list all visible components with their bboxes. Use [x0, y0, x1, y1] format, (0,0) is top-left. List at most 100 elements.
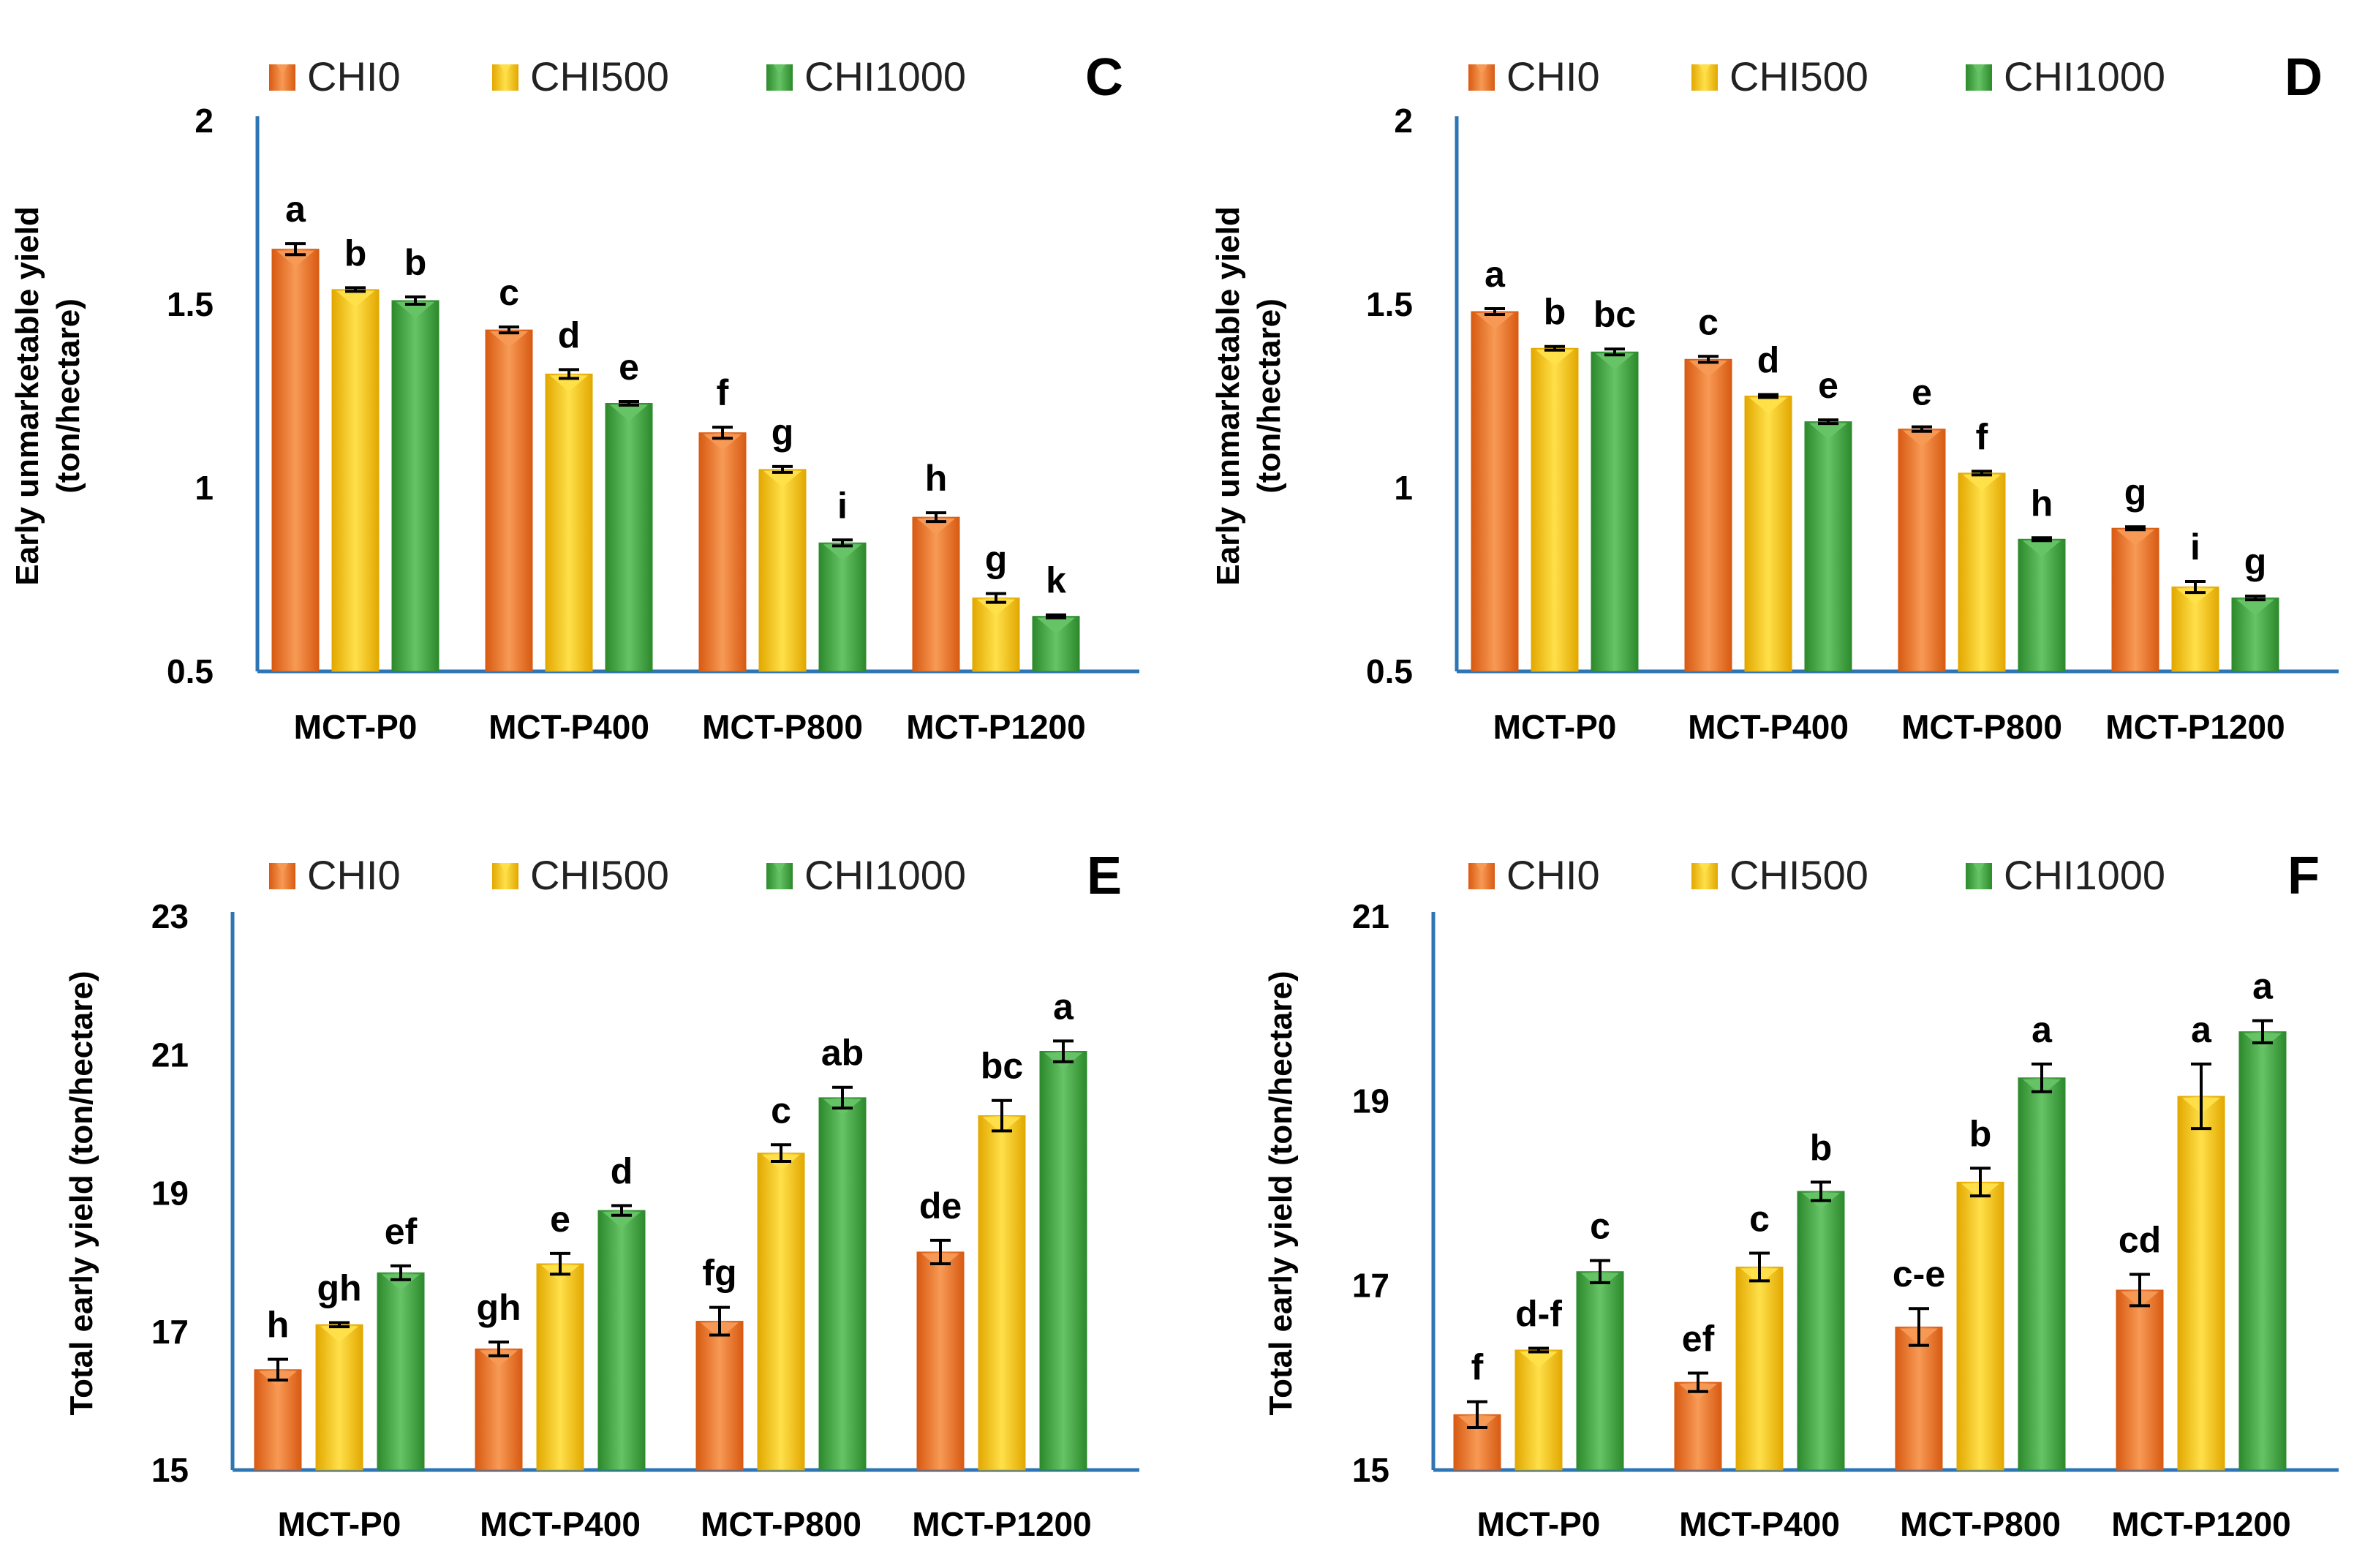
panel-f-letter: F: [2287, 847, 2320, 905]
panel-f-y-tick-label: 19: [1352, 1082, 1389, 1120]
panel-f-bar-chi500: [2177, 1096, 2225, 1471]
panel-c-bar-bevel: [610, 404, 648, 421]
panel-d-category-label: MCT-P800: [1901, 708, 2062, 746]
panel-d-significance-letter: e: [1912, 372, 1932, 413]
panel-d-y-tick-label: 2: [1394, 102, 1413, 140]
panel-e-category-label: MCT-P400: [480, 1505, 641, 1543]
panel-e-legend-swatch-bevel: [276, 863, 288, 873]
panel-d-bar-bevel: [1536, 350, 1574, 366]
panel-f-significance-letter: c: [1749, 1199, 1770, 1240]
panel-f-significance-letter: b: [1969, 1113, 1992, 1154]
panel-d-error-bar: [2125, 525, 2146, 532]
panel-c-significance-letter: e: [619, 347, 639, 388]
panel-d-bar-chi500: [1744, 396, 1792, 672]
panel-f-error-bar: [1970, 1166, 1991, 1198]
panel-e-legend-label: CHI1000: [804, 852, 966, 898]
panel-e-bar-chi1000: [1039, 1051, 1087, 1471]
panel-c-error-bar: [559, 368, 579, 380]
panel-d-bar-bevel: [2023, 540, 2061, 557]
panel-f-y-tick-label: 17: [1352, 1267, 1389, 1305]
panel-e-significance-letter: h: [267, 1305, 290, 1346]
panel-e-category-label: MCT-P800: [701, 1505, 861, 1543]
panel-e-category-label: MCT-P0: [278, 1505, 401, 1543]
panel-c: C CHI0 CHI500 CHI1000 Early unmarketable yie…: [10, 48, 1139, 746]
panel-d-bar-chi1000: [2018, 538, 2066, 672]
panel-c-bar-chi500: [331, 289, 380, 672]
panel-d-significance-letter: i: [2190, 527, 2200, 568]
panel-d-legend-swatch-bevel: [1699, 64, 1710, 75]
panel-d-bar-bevel: [2236, 599, 2274, 616]
panel-f-bar-bevel: [1520, 1351, 1558, 1368]
panel-c-y-axis-title: (ton/hectare): [50, 298, 86, 493]
panel-e-error-bar: [771, 1143, 791, 1163]
panel-e-bar-chi500: [978, 1115, 1026, 1471]
panel-e-significance-letter: ef: [385, 1211, 418, 1252]
panel-c-significance-letter: h: [925, 458, 948, 499]
panel-c-bar-chi0: [912, 516, 960, 672]
panel-d-bar-chi1000: [1804, 421, 1852, 672]
panel-d-y-tick-label: 0.5: [1366, 652, 1413, 690]
panel-f-bar-chi0: [2116, 1289, 2164, 1471]
panel-d-bar-bevel: [1596, 353, 1634, 370]
panel-f: F CHI0 CHI500 CHI1000 Total early yield (ton…: [1263, 847, 2339, 1543]
panel-e-error-bar: [709, 1305, 730, 1337]
panel-c-bar-bevel: [763, 470, 801, 487]
panel-d-error-bar: [1972, 470, 1992, 477]
panel-e-bar-chi500: [315, 1324, 363, 1471]
panel-c-bar-chi0: [485, 329, 533, 672]
panel-d-bar-chi0: [1684, 358, 1732, 672]
panel-e-significance-letter: d: [611, 1151, 633, 1192]
panel-d-bar-chi0: [1471, 311, 1519, 672]
panel-e-bar-chi0: [916, 1251, 965, 1471]
panel-d-error-bar: [1485, 307, 1505, 317]
panel-f-bar-chi1000: [2018, 1077, 2066, 1471]
panel-e: E CHI0 CHI500 CHI1000 Total early yield (ton…: [64, 847, 1139, 1543]
panel-e-bar-chi500: [536, 1263, 584, 1471]
panel-e-error-bar: [832, 1085, 853, 1110]
panel-c-significance-letter: a: [285, 189, 306, 230]
panel-d-significance-letter: g: [2124, 472, 2147, 513]
panel-c-y-tick-label: 1.5: [167, 285, 214, 323]
panel-e-legend-swatch-bevel: [499, 863, 511, 873]
panel-d-bar-bevel: [1689, 361, 1727, 377]
panel-f-legend-label: CHI0: [1506, 852, 1600, 898]
panel-c-significance-letter: f: [717, 372, 729, 413]
panel-c-category-label: MCT-P400: [488, 708, 649, 746]
panel-c-error-bar: [619, 400, 639, 407]
panel-f-legend-swatch-bevel: [1476, 863, 1487, 873]
panel-e-y-tick-label: 17: [151, 1313, 189, 1351]
panel-c-category-label: MCT-P800: [702, 708, 863, 746]
panel-f-y-tick-label: 15: [1352, 1451, 1389, 1489]
panel-f-bar-chi500: [1956, 1181, 2004, 1471]
panel-d-category-label: MCT-P0: [1493, 708, 1617, 746]
panel-d-bar-bevel: [1903, 430, 1941, 447]
panel-f-legend-swatch-bevel: [1973, 863, 1985, 873]
panel-f-bar-chi0: [1453, 1414, 1501, 1471]
panel-c-bar-chi500: [758, 469, 807, 672]
panel-d-bar-bevel: [1476, 313, 1514, 330]
panel-d-bar-chi0: [1898, 429, 1946, 672]
panel-d-bar-chi1000: [1591, 351, 1639, 672]
panel-c-bar-bevel: [823, 544, 861, 561]
panel-e-bar-chi0: [475, 1348, 523, 1471]
panel-e-significance-letter: de: [919, 1186, 962, 1226]
panel-d-category-label: MCT-P400: [1688, 708, 1849, 746]
panel-d-y-axis-title: (ton/hectare): [1251, 298, 1287, 493]
panel-f-legend-label: CHI500: [1729, 852, 1868, 898]
panel-e-y-tick-label: 23: [151, 897, 189, 935]
panel-c-y-tick-label: 2: [195, 102, 214, 140]
panel-c-error-bar: [405, 295, 426, 306]
panel-e-error-bar: [391, 1264, 411, 1281]
panel-d-error-bar: [1818, 418, 1838, 426]
panel-c-legend-swatch-bevel: [276, 64, 288, 75]
panel-f-error-bar: [1688, 1371, 1708, 1393]
panel-c-significance-letter: b: [404, 242, 427, 283]
panel-c-bar-bevel: [336, 290, 374, 307]
panel-f-significance-letter: a: [2032, 1009, 2053, 1050]
panel-f-error-bar: [2032, 1062, 2052, 1093]
panel-c-significance-letter: k: [1046, 560, 1066, 601]
panel-c-legend-label: CHI1000: [804, 53, 966, 99]
panel-f-bar-chi500: [1514, 1349, 1563, 1471]
panel-c-significance-letter: g: [985, 539, 1008, 580]
panel-d-significance-letter: d: [1757, 339, 1780, 380]
